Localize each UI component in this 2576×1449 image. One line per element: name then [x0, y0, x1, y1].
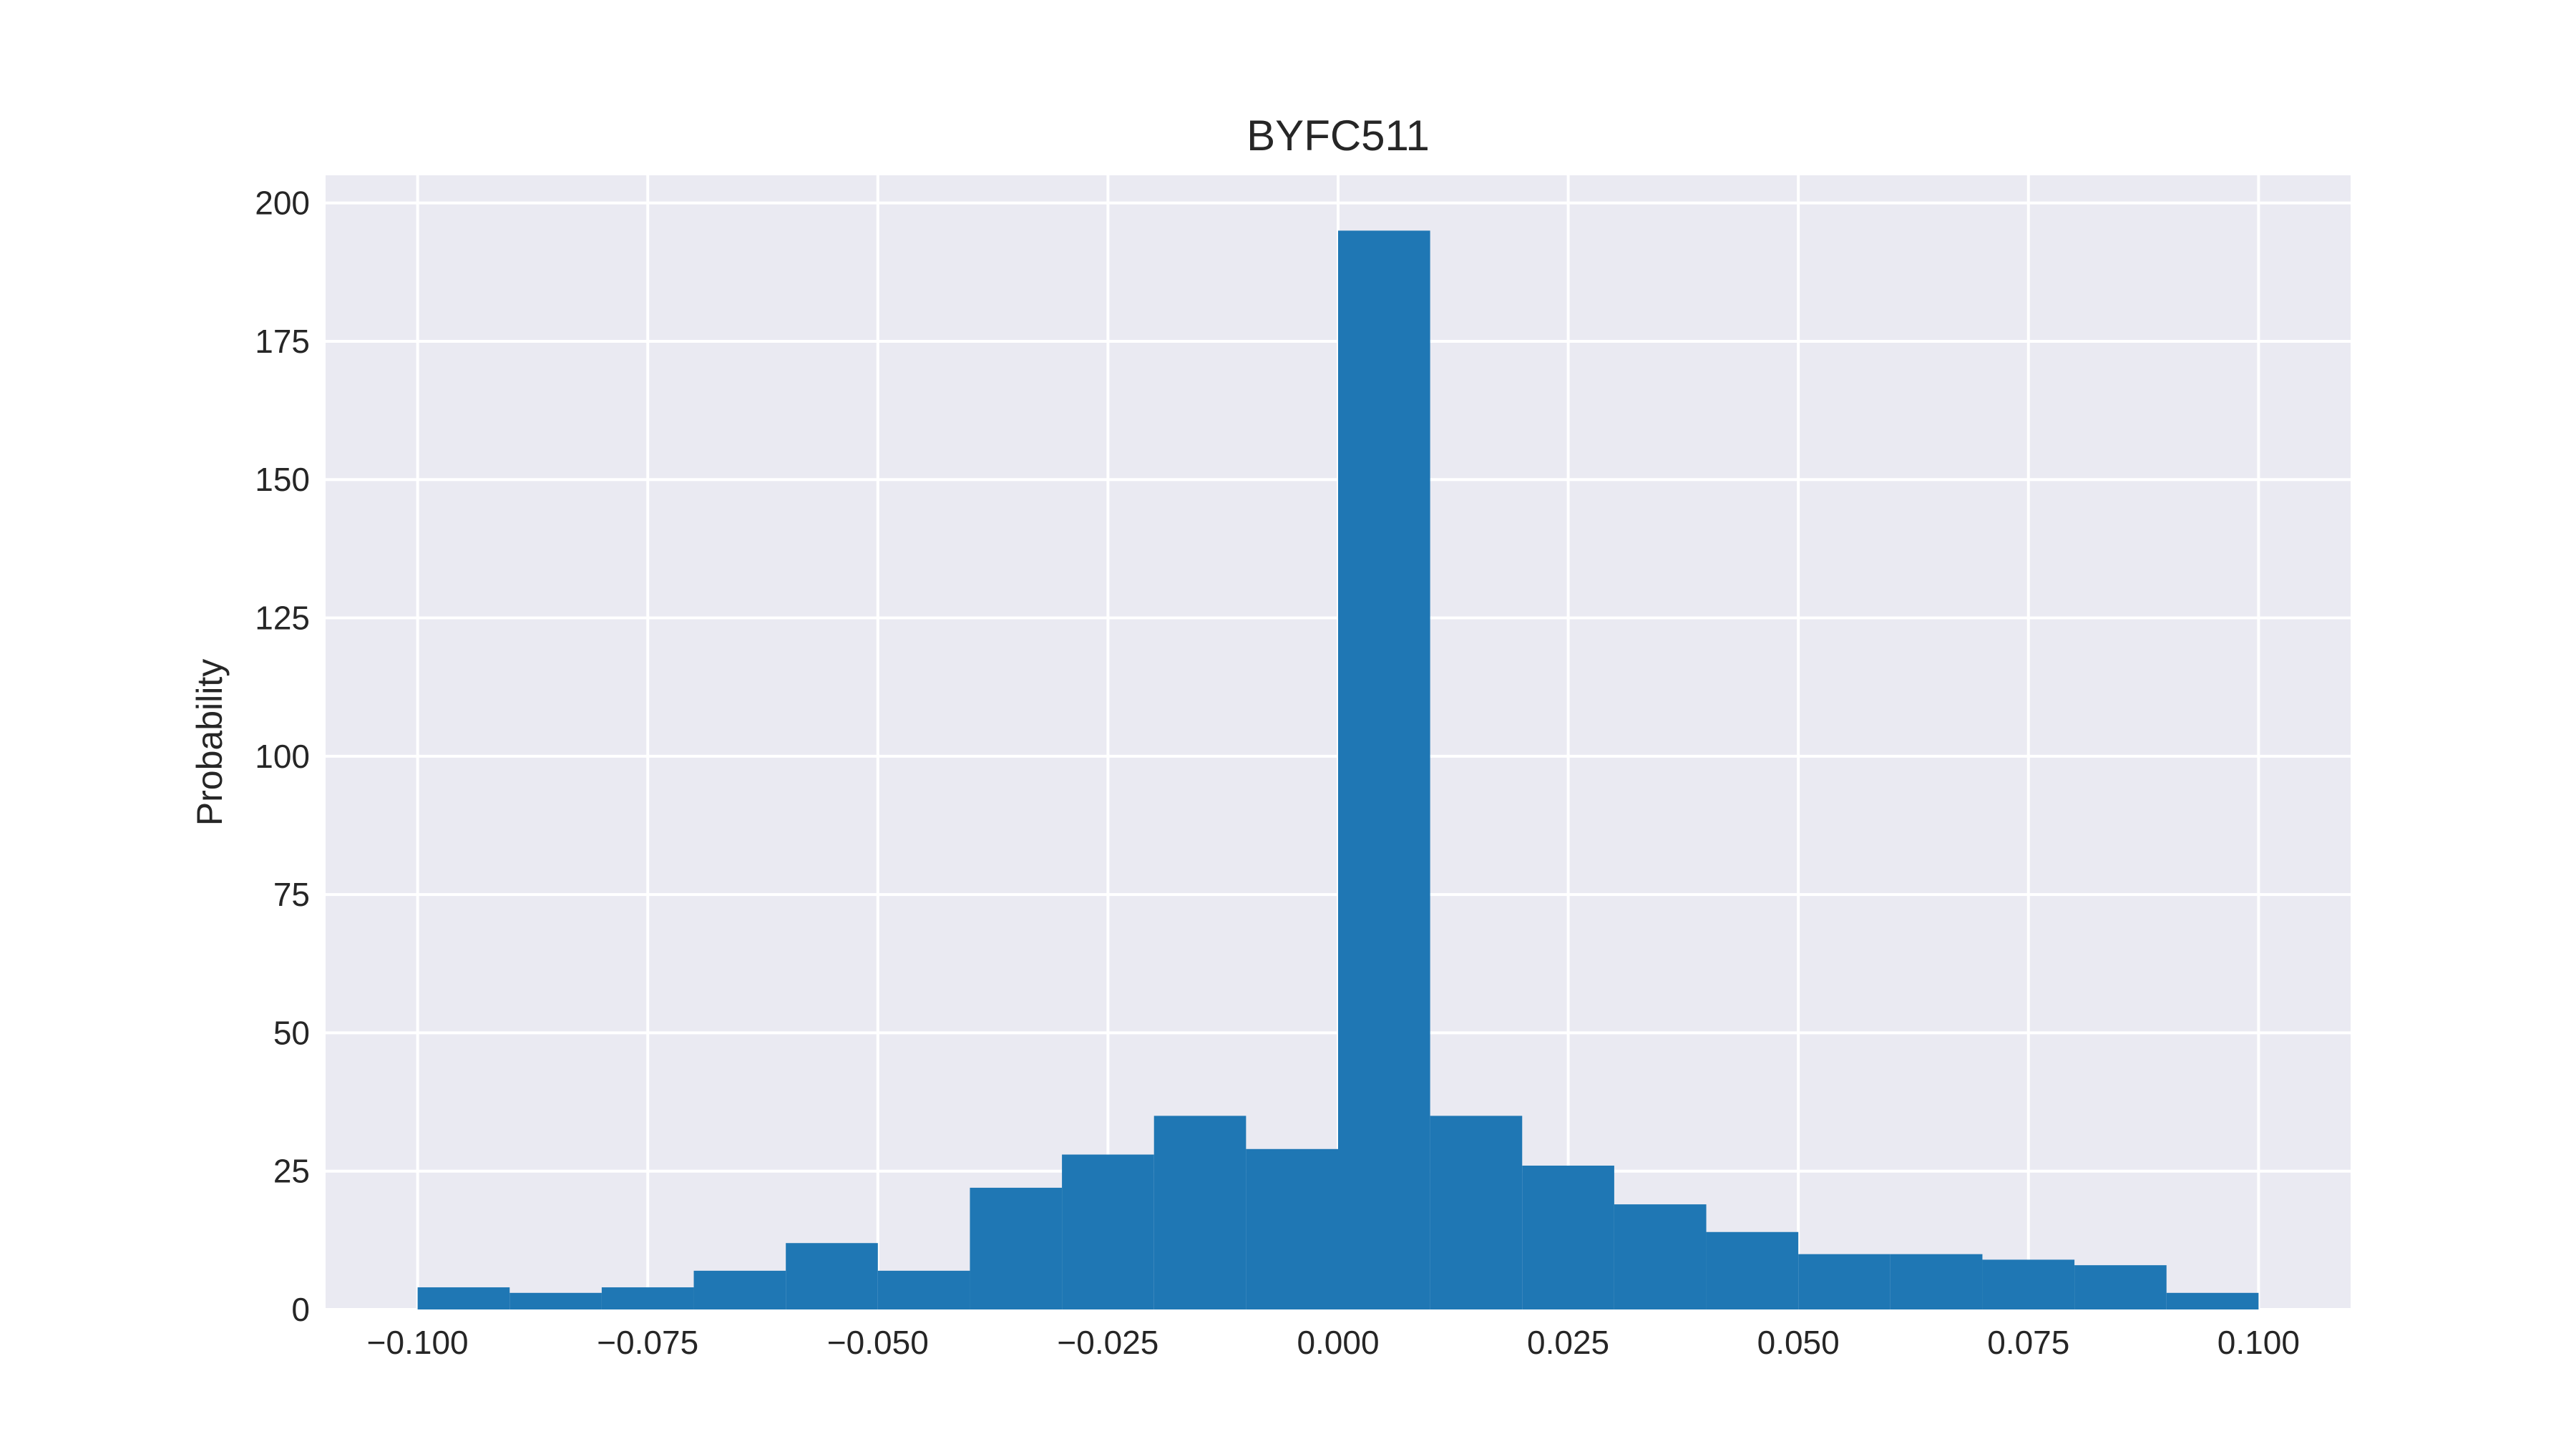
y-axis-label: Probability [190, 659, 230, 826]
y-tick-label: 175 [255, 323, 310, 360]
x-axis-ticks: −0.100 −0.075 −0.050 −0.025 0.000 0.025 0.050 0… [367, 1324, 2300, 1361]
x-tick-label: 0.075 [1987, 1324, 2069, 1361]
x-tick-label: −0.025 [1057, 1324, 1158, 1361]
histogram-bar [1982, 1259, 2075, 1309]
chart-title: BYFC511 [1246, 112, 1430, 160]
histogram-bar [786, 1243, 878, 1309]
histogram-bar [693, 1270, 786, 1309]
histogram-bar [1614, 1204, 1707, 1309]
histogram-bar [1890, 1254, 1983, 1309]
y-axis-ticks: 0 25 50 75 100 125 150 175 200 [255, 185, 310, 1328]
y-tick-label: 50 [273, 1014, 310, 1051]
y-tick-label: 150 [255, 461, 310, 498]
y-tick-label: 100 [255, 738, 310, 775]
x-tick-label: 0.100 [2218, 1324, 2300, 1361]
x-tick-label: −0.050 [827, 1324, 929, 1361]
histogram-bar [1706, 1231, 1799, 1309]
y-tick-label: 25 [273, 1153, 310, 1190]
x-tick-label: −0.100 [367, 1324, 469, 1361]
histogram-bars [417, 230, 2259, 1309]
histogram-bar [1430, 1116, 1523, 1309]
histogram-bar [1338, 230, 1430, 1309]
histogram-bar [1798, 1254, 1890, 1309]
histogram-bar [601, 1287, 694, 1309]
histogram-bar [509, 1292, 602, 1309]
x-tick-label: 0.000 [1297, 1324, 1379, 1361]
y-tick-label: 200 [255, 185, 310, 222]
histogram-bar [1062, 1154, 1154, 1309]
histogram-bar [2074, 1265, 2167, 1309]
histogram-bar [2166, 1292, 2259, 1309]
y-tick-label: 125 [255, 600, 310, 637]
y-tick-label: 75 [273, 876, 310, 913]
x-tick-label: 0.025 [1527, 1324, 1609, 1361]
x-tick-label: 0.050 [1757, 1324, 1840, 1361]
histogram-bar [970, 1187, 1063, 1309]
histogram-bar [1522, 1165, 1614, 1309]
histogram-bar [877, 1270, 970, 1309]
histogram-bar [1153, 1116, 1246, 1309]
y-tick-label: 0 [291, 1291, 310, 1328]
histogram-bar [417, 1287, 510, 1309]
histogram-bar [1246, 1148, 1338, 1309]
x-tick-label: −0.075 [597, 1324, 698, 1361]
